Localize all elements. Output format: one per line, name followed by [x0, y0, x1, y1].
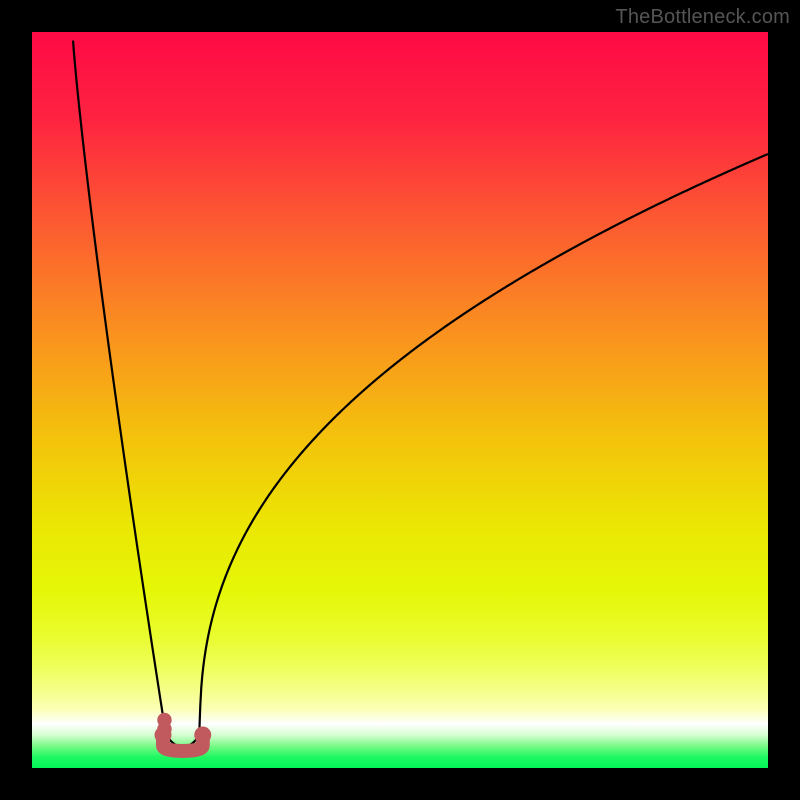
- gradient-background: [32, 32, 768, 768]
- plot-area: [32, 32, 768, 768]
- apex-marker-extra-dot: [157, 722, 171, 736]
- root-container: TheBottleneck.com: [0, 0, 800, 800]
- watermark-label: TheBottleneck.com: [615, 6, 790, 29]
- apex-marker-dot: [194, 727, 211, 744]
- plot-frame: [0, 0, 800, 800]
- chart-svg: [32, 32, 768, 768]
